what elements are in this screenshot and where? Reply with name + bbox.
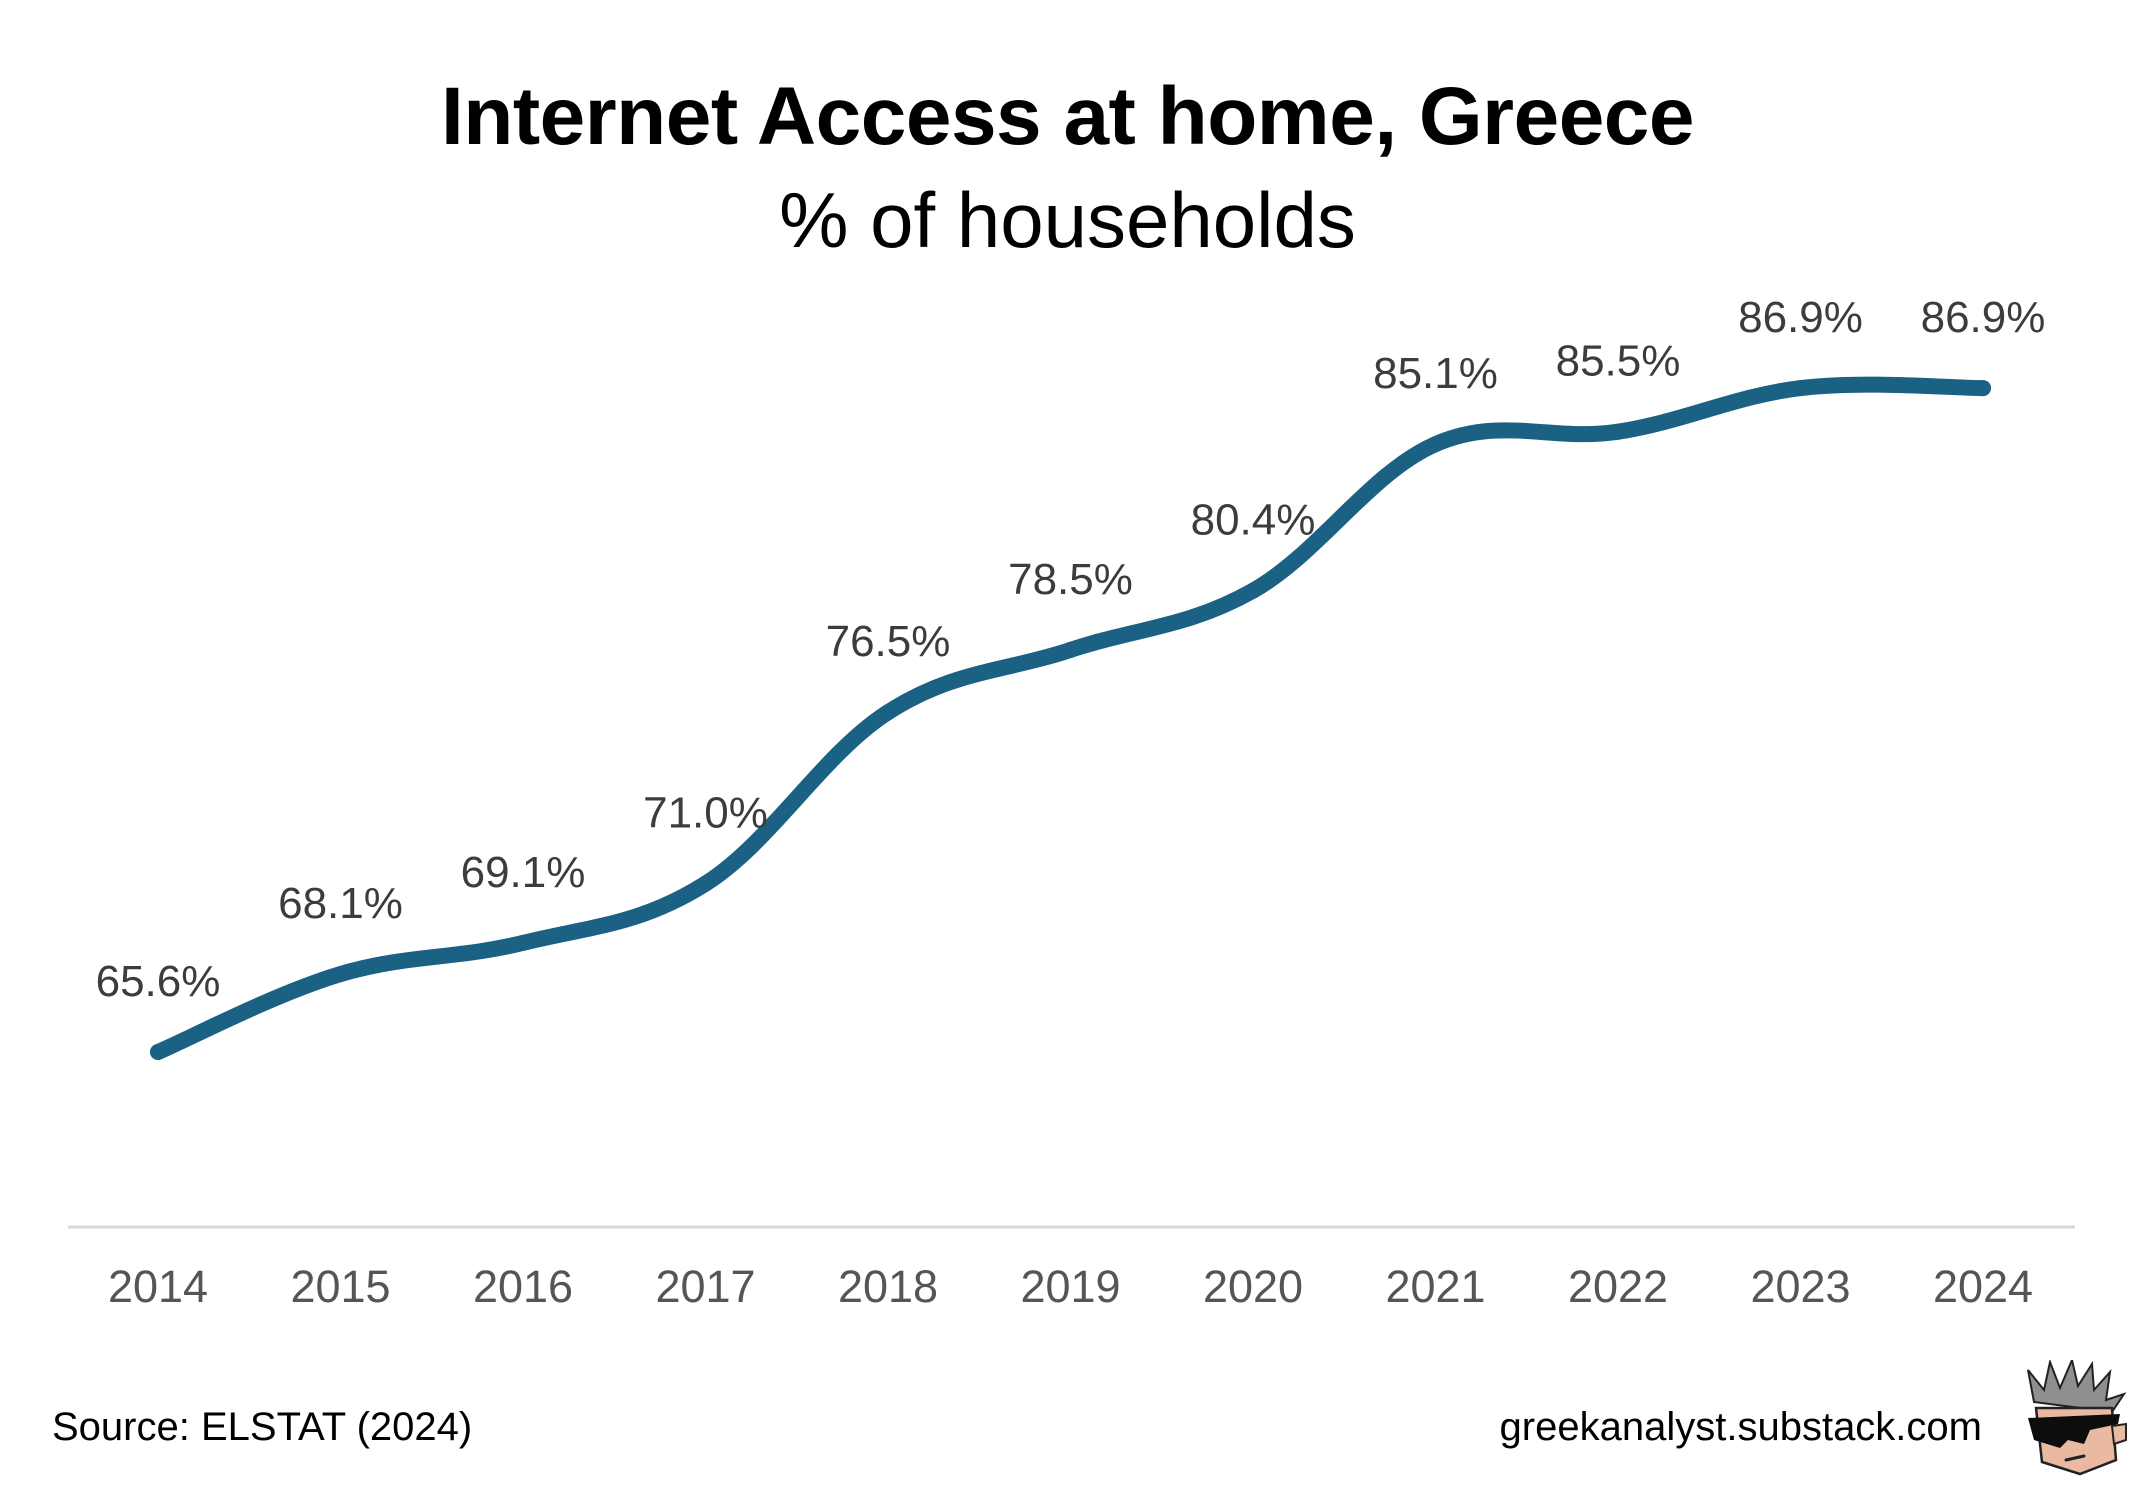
series-layer	[150, 376, 1991, 1060]
data-point-2020	[1245, 582, 1261, 599]
x-tick-label-2014: 2014	[108, 1261, 208, 1312]
site-credit: greekanalyst.substack.com	[1499, 1405, 1982, 1449]
x-tick-label-2021: 2021	[1385, 1261, 1485, 1312]
x-tick-label-2022: 2022	[1568, 1261, 1668, 1312]
x-tick-labels-layer: 2014 2015 2016 2017 2018 2019 2020 2021 2022 2023…	[108, 1261, 2033, 1312]
data-label-2023: 86.9%	[1738, 293, 1863, 342]
x-tick-label-2016: 2016	[473, 1261, 573, 1312]
data-label-2021: 85.1%	[1373, 349, 1498, 398]
data-point-2021	[1427, 436, 1444, 453]
data-label-2024: 86.9%	[1921, 293, 2046, 342]
data-point-2016	[515, 934, 531, 951]
data-label-2018: 76.5%	[826, 617, 951, 666]
data-label-2015: 68.1%	[278, 879, 403, 928]
data-label-2014: 65.6%	[96, 957, 221, 1006]
data-point-2024	[1975, 380, 1991, 397]
data-labels-layer: 65.6% 68.1% 69.1% 71.0% 76.5% 78.5% 80.4% 85.1%…	[96, 293, 2046, 1006]
x-tick-label-2019: 2019	[1020, 1261, 1120, 1312]
series-line	[150, 376, 1991, 1060]
x-tick-label-2024: 2024	[1933, 1261, 2033, 1312]
x-tick-label-2018: 2018	[838, 1261, 938, 1312]
data-point-2015	[332, 966, 349, 983]
source-note: Source: ELSTAT (2024)	[52, 1405, 473, 1449]
chart-title: Internet Access at home, Greece	[440, 71, 1695, 162]
data-label-2020: 80.4%	[1191, 496, 1316, 545]
data-point-2017	[697, 875, 714, 892]
x-tick-label-2023: 2023	[1750, 1261, 1850, 1312]
data-point-2023	[1792, 380, 1809, 397]
data-label-2019: 78.5%	[1008, 555, 1133, 604]
data-point-2019	[1062, 641, 1079, 658]
chart-subtitle: % of households	[779, 176, 1356, 264]
data-label-2016: 69.1%	[461, 848, 586, 897]
data-point-2014	[150, 1044, 166, 1060]
data-label-2017: 71.0%	[643, 789, 768, 838]
x-tick-label-2017: 2017	[655, 1261, 755, 1312]
sunglasses-character-icon	[2027, 1360, 2127, 1476]
data-point-2018	[880, 704, 896, 721]
x-tick-label-2015: 2015	[290, 1261, 390, 1312]
x-tick-label-2020: 2020	[1203, 1261, 1303, 1312]
data-label-2022: 85.5%	[1556, 337, 1681, 386]
data-point-2022	[1610, 423, 1626, 440]
